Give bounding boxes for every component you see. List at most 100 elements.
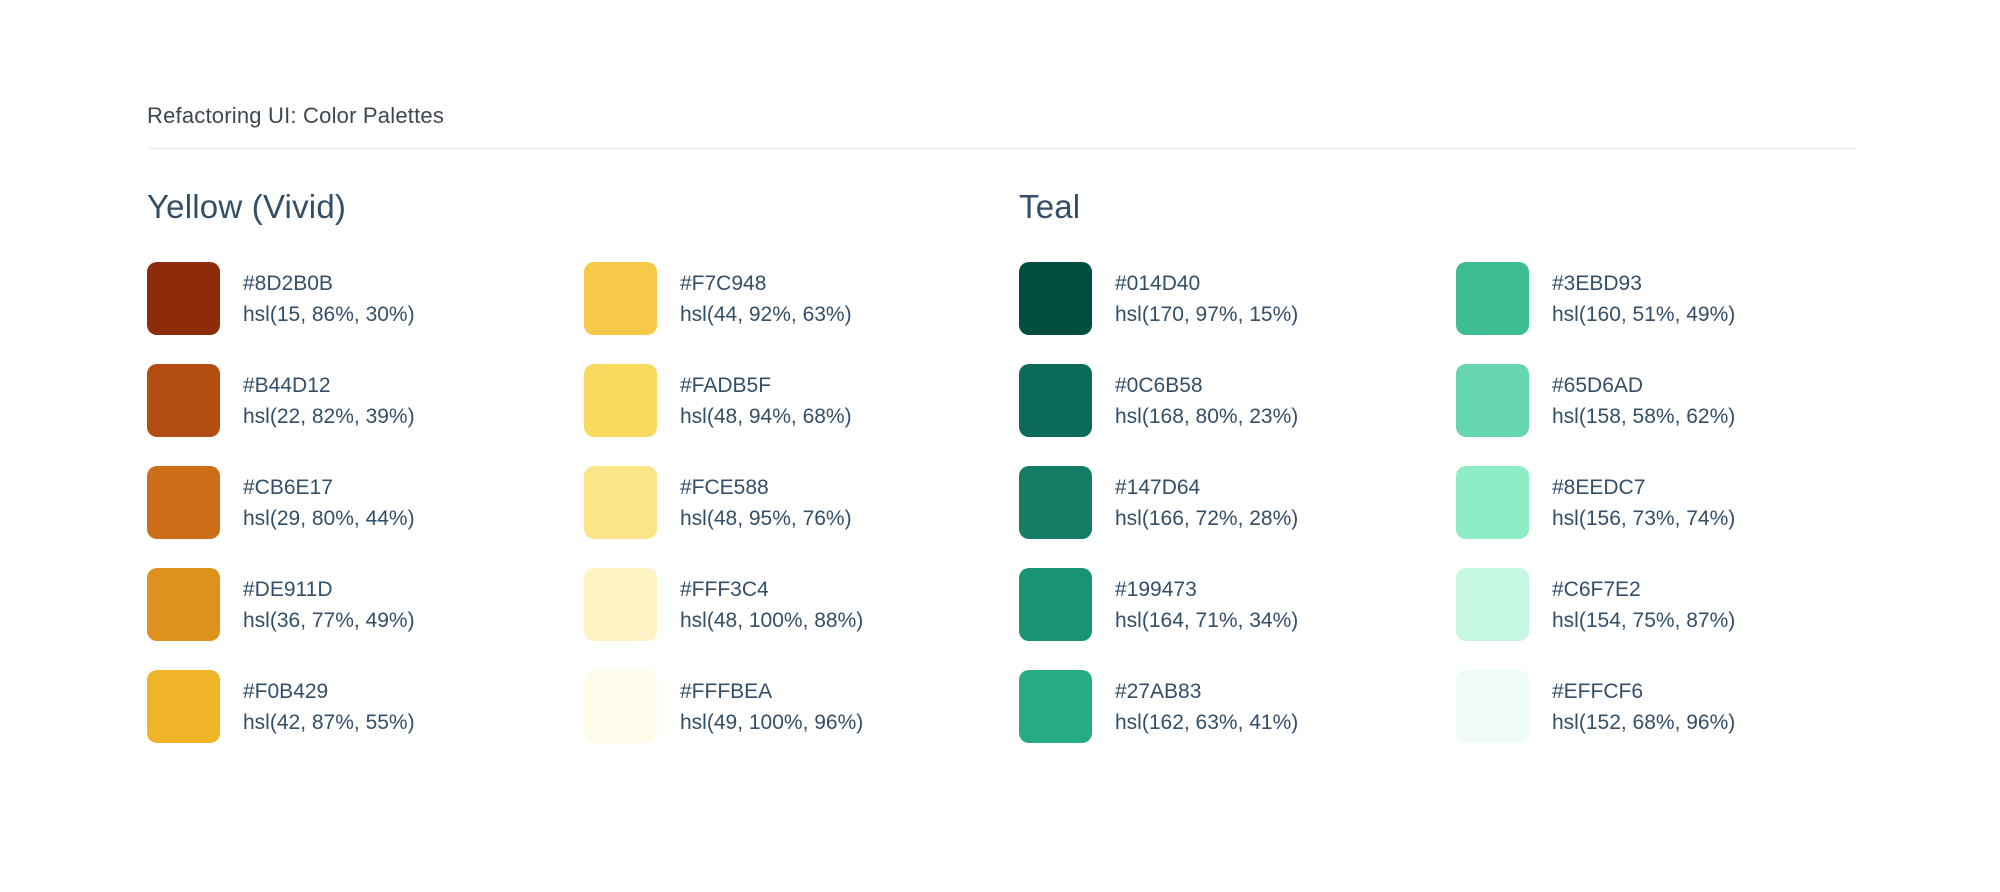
hex-label: #65D6AD [1552, 373, 1644, 397]
hex-label: #199473 [1115, 577, 1197, 601]
hsl-label: hsl(48, 94%, 68%) [680, 404, 852, 428]
hsl-label: hsl(36, 77%, 49%) [243, 608, 415, 632]
palette-entry: #C6F7E2 hsl(154, 75%, 87%) [1456, 568, 1893, 641]
entry-labels: #F0B429 hsl(42, 87%, 55%) [243, 676, 415, 738]
entry-labels: #B44D12 hsl(22, 82%, 39%) [243, 370, 415, 432]
color-swatch [1019, 670, 1092, 743]
entry-labels: #FADB5F hsl(48, 94%, 68%) [680, 370, 852, 432]
swatch-grid: #8D2B0B hsl(15, 86%, 30%) #B44D12 hsl(22… [147, 262, 1021, 743]
palette-section-teal: Teal #014D40 hsl(170, 97%, 15%) #0C6B58 … [1019, 188, 1893, 743]
color-swatch [147, 466, 220, 539]
palette-entry: #65D6AD hsl(158, 58%, 62%) [1456, 364, 1893, 437]
entry-labels: #EFFCF6 hsl(152, 68%, 96%) [1552, 676, 1735, 738]
hex-label: #F0B429 [243, 679, 329, 703]
entry-labels: #27AB83 hsl(162, 63%, 41%) [1115, 676, 1298, 738]
hex-label: #FCE588 [680, 475, 769, 499]
hex-label: #014D40 [1115, 271, 1201, 295]
entry-labels: #C6F7E2 hsl(154, 75%, 87%) [1552, 574, 1735, 636]
hex-label: #8EEDC7 [1552, 475, 1646, 499]
color-swatch [1456, 466, 1529, 539]
hex-label: #DE911D [243, 577, 333, 601]
swatch-grid: #014D40 hsl(170, 97%, 15%) #0C6B58 hsl(1… [1019, 262, 1893, 743]
hex-label: #FFFBEA [680, 679, 773, 703]
hex-label: #CB6E17 [243, 475, 333, 499]
color-swatch [584, 364, 657, 437]
palette-entry: #0C6B58 hsl(168, 80%, 23%) [1019, 364, 1456, 437]
entry-labels: #FFFBEA hsl(49, 100%, 96%) [680, 676, 863, 738]
palette-entry: #FFF3C4 hsl(48, 100%, 88%) [584, 568, 1021, 641]
color-swatch [1456, 364, 1529, 437]
hex-label: #B44D12 [243, 373, 331, 397]
entry-labels: #65D6AD hsl(158, 58%, 62%) [1552, 370, 1735, 432]
color-swatch [1019, 262, 1092, 335]
color-swatch [584, 568, 657, 641]
entry-labels: #FFF3C4 hsl(48, 100%, 88%) [680, 574, 863, 636]
color-swatch [147, 568, 220, 641]
hex-label: #3EBD93 [1552, 271, 1642, 295]
hsl-label: hsl(42, 87%, 55%) [243, 710, 415, 734]
hsl-label: hsl(15, 86%, 30%) [243, 302, 415, 326]
hsl-label: hsl(162, 63%, 41%) [1115, 710, 1299, 734]
hsl-label: hsl(160, 51%, 49%) [1552, 302, 1736, 326]
palette-entry: #8EEDC7 hsl(156, 73%, 74%) [1456, 466, 1893, 539]
hsl-label: hsl(48, 95%, 76%) [680, 506, 852, 530]
palette-heading: Yellow (Vivid) [147, 188, 347, 225]
entry-labels: #FCE588 hsl(48, 95%, 76%) [680, 472, 852, 534]
palette-entry: #F0B429 hsl(42, 87%, 55%) [147, 670, 584, 743]
palette-entry: #3EBD93 hsl(160, 51%, 49%) [1456, 262, 1893, 335]
color-swatch [147, 262, 220, 335]
entry-labels: #CB6E17 hsl(29, 80%, 44%) [243, 472, 415, 534]
entry-labels: #0C6B58 hsl(168, 80%, 23%) [1115, 370, 1298, 432]
hex-label: #F7C948 [680, 271, 767, 295]
color-swatch [584, 262, 657, 335]
entry-labels: #3EBD93 hsl(160, 51%, 49%) [1552, 268, 1735, 330]
hex-label: #FFF3C4 [680, 577, 769, 601]
entry-labels: #199473 hsl(164, 71%, 34%) [1115, 574, 1298, 636]
palette-heading: Teal [1019, 188, 1081, 225]
palette-entry: #27AB83 hsl(162, 63%, 41%) [1019, 670, 1456, 743]
palette-entry: #EFFCF6 hsl(152, 68%, 96%) [1456, 670, 1893, 743]
hex-label: #0C6B58 [1115, 373, 1203, 397]
hsl-label: hsl(170, 97%, 15%) [1115, 302, 1299, 326]
entry-labels: #F7C948 hsl(44, 92%, 63%) [680, 268, 852, 330]
entry-labels: #8EEDC7 hsl(156, 73%, 74%) [1552, 472, 1735, 534]
hex-label: #147D64 [1115, 475, 1201, 499]
hex-label: #27AB83 [1115, 679, 1202, 703]
color-swatch [147, 670, 220, 743]
hex-label: #8D2B0B [243, 271, 333, 295]
color-swatch [1456, 568, 1529, 641]
palette-entry: #FFFBEA hsl(49, 100%, 96%) [584, 670, 1021, 743]
palette-entry: #F7C948 hsl(44, 92%, 63%) [584, 262, 1021, 335]
palette-entry: #FCE588 hsl(48, 95%, 76%) [584, 466, 1021, 539]
hsl-label: hsl(48, 100%, 88%) [680, 608, 864, 632]
entry-labels: #147D64 hsl(166, 72%, 28%) [1115, 472, 1298, 534]
hsl-label: hsl(156, 73%, 74%) [1552, 506, 1736, 530]
hsl-label: hsl(158, 58%, 62%) [1552, 404, 1736, 428]
color-swatch [147, 364, 220, 437]
color-swatch [584, 466, 657, 539]
color-swatch [1019, 568, 1092, 641]
palette-section-yellow-vivid: Yellow (Vivid) #8D2B0B hsl(15, 86%, 30%)… [147, 188, 1021, 743]
palette-entry: #B44D12 hsl(22, 82%, 39%) [147, 364, 584, 437]
palette-entry: #199473 hsl(164, 71%, 34%) [1019, 568, 1456, 641]
hsl-label: hsl(154, 75%, 87%) [1552, 608, 1736, 632]
hex-label: #EFFCF6 [1552, 679, 1644, 703]
palette-entry: #147D64 hsl(166, 72%, 28%) [1019, 466, 1456, 539]
hsl-label: hsl(166, 72%, 28%) [1115, 506, 1299, 530]
hex-label: #C6F7E2 [1552, 577, 1641, 601]
color-swatch [584, 670, 657, 743]
title-divider [147, 148, 1856, 149]
hsl-label: hsl(168, 80%, 23%) [1115, 404, 1299, 428]
hsl-label: hsl(152, 68%, 96%) [1552, 710, 1736, 734]
hsl-label: hsl(29, 80%, 44%) [243, 506, 415, 530]
color-swatch [1456, 670, 1529, 743]
palette-entry: #FADB5F hsl(48, 94%, 68%) [584, 364, 1021, 437]
palette-entry: #014D40 hsl(170, 97%, 15%) [1019, 262, 1456, 335]
entry-labels: #DE911D hsl(36, 77%, 49%) [243, 574, 415, 636]
palette-entry: #DE911D hsl(36, 77%, 49%) [147, 568, 584, 641]
hsl-label: hsl(44, 92%, 63%) [680, 302, 852, 326]
entry-labels: #8D2B0B hsl(15, 86%, 30%) [243, 268, 415, 330]
entry-labels: #014D40 hsl(170, 97%, 15%) [1115, 268, 1298, 330]
hsl-label: hsl(22, 82%, 39%) [243, 404, 415, 428]
hsl-label: hsl(164, 71%, 34%) [1115, 608, 1299, 632]
